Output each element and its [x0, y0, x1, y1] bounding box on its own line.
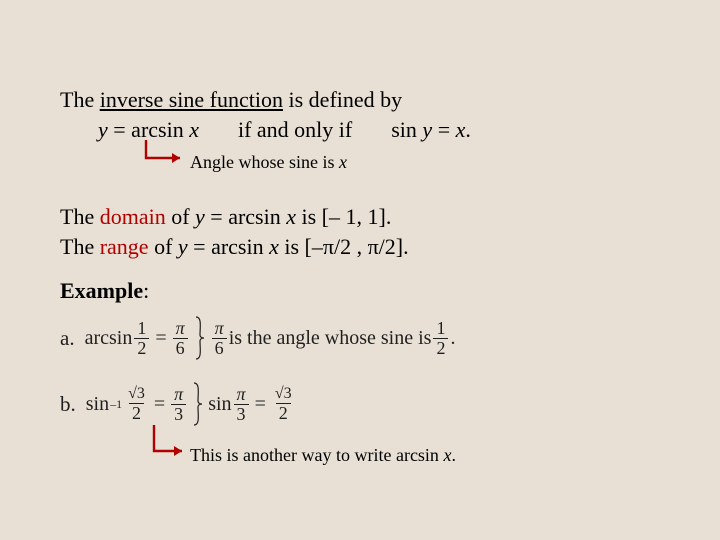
ex-a-lnum: 1 — [134, 319, 149, 338]
ex-b-lden: 2 — [129, 403, 144, 423]
note2-post: . — [451, 445, 456, 465]
def-term: inverse sine function — [100, 87, 283, 112]
eq-iff: if and only if — [238, 117, 352, 142]
ex-b-rden: 3 — [171, 404, 186, 424]
ex-a-label: a. — [60, 324, 75, 352]
ex-a-exppost: . — [450, 325, 455, 352]
ex-b-eden: 3 — [234, 404, 249, 424]
brace-icon — [192, 381, 204, 427]
ex-b-expval: √3 2 — [272, 386, 295, 423]
ex-b-rnum: π — [171, 385, 186, 404]
corner-arrow-icon — [150, 425, 192, 465]
slide-content: The inverse sine function is defined by … — [0, 0, 720, 477]
dom-y: y — [195, 204, 205, 229]
range-line: The range of y = arcsin x is [–π/2 , π/2… — [60, 232, 660, 262]
ex-a-lden: 2 — [134, 338, 149, 358]
example-heading-text: Example — [60, 278, 143, 303]
example-heading-colon: : — [143, 278, 149, 303]
ex-a-rhs-frac: π 6 — [173, 319, 188, 358]
ex-b-lnum: √3 — [125, 386, 148, 403]
rng-x: x — [269, 234, 279, 259]
annotation-2: This is another way to write arcsin x. — [60, 443, 660, 477]
dom-word: domain — [100, 204, 166, 229]
ex-a-eq: = — [155, 325, 166, 352]
rng-y: y — [178, 234, 188, 259]
ex-b-expfrac: π 3 — [234, 385, 249, 424]
ex-b-evden: 2 — [276, 403, 291, 423]
ex-a-exptext: is the angle whose sine is — [229, 325, 432, 352]
ex-b-label: b. — [60, 390, 76, 418]
rng-mid1: of — [149, 234, 178, 259]
ex-b-rhs-frac: π 3 — [171, 385, 186, 424]
example-b: b. sin–1 √3 2 = π 3 sin π 3 = √3 2 — [60, 381, 297, 427]
annotation-2-text: This is another way to write arcsin x. — [190, 443, 456, 467]
corner-arrow-icon — [142, 140, 190, 174]
note2-pre: This is another way to write arcsin — [190, 445, 443, 465]
ex-b-lhs-frac: √3 2 — [125, 386, 148, 423]
eq-rhs-mid: = — [432, 117, 455, 142]
dom-post: is [– 1, 1]. — [296, 204, 391, 229]
dom-mid1: of — [166, 204, 195, 229]
def-suffix: is defined by — [283, 87, 402, 112]
eq-rhs-y: y — [422, 117, 432, 142]
example-a: a. arcsin 1 2 = π 6 π 6 is the angle who… — [60, 315, 455, 361]
rng-pre: The — [60, 234, 100, 259]
dom-x: x — [286, 204, 296, 229]
examples-block: a. arcsin 1 2 = π 6 π 6 is the angle who… — [60, 315, 660, 441]
ex-b-sup: –1 — [110, 396, 122, 412]
ex-b-eq: = — [154, 391, 165, 418]
ex-a-word: arcsin — [85, 325, 133, 352]
note1-pre: Angle whose sine is — [190, 152, 339, 172]
ex-a-rden: 6 — [173, 338, 188, 358]
definition-line-1: The inverse sine function is defined by — [60, 85, 660, 115]
ex-a-eden: 6 — [212, 338, 227, 358]
ex-a-enum: π — [212, 319, 227, 338]
annotation-1-text: Angle whose sine is x — [190, 150, 347, 174]
dom-pre: The — [60, 204, 100, 229]
annotation-1: Angle whose sine is x — [60, 146, 660, 180]
rng-word: range — [100, 234, 149, 259]
eq-rhs-post: . — [465, 117, 471, 142]
domain-line: The domain of y = arcsin x is [– 1, 1]. — [60, 202, 660, 232]
ex-a-lhs-frac: 1 2 — [134, 319, 149, 358]
ex-b-enum: π — [234, 385, 249, 404]
def-prefix: The — [60, 87, 100, 112]
rng-post: is [–π/2 , π/2]. — [279, 234, 409, 259]
ex-a-expval: 1 2 — [433, 319, 448, 358]
ex-b-word: sin — [86, 391, 109, 418]
brace-icon — [194, 315, 206, 361]
eq-y: y — [98, 117, 108, 142]
example-heading: Example: — [60, 276, 660, 306]
eq-lhs-rest: = arcsin — [108, 117, 189, 142]
ex-b-expword: sin — [208, 391, 231, 418]
dom-mid2: = arcsin — [205, 204, 286, 229]
eq-rhs-x: x — [456, 117, 466, 142]
ex-b-expeq: = — [255, 391, 266, 418]
rng-mid2: = arcsin — [188, 234, 269, 259]
ex-a-evnum: 1 — [433, 319, 448, 338]
ex-a-evden: 2 — [433, 338, 448, 358]
ex-b-evnum: √3 — [272, 386, 295, 403]
eq-x1: x — [189, 117, 199, 142]
eq-rhs-pre: sin — [391, 117, 422, 142]
ex-a-rnum: π — [173, 319, 188, 338]
note1-var: x — [339, 152, 347, 172]
ex-a-expfrac: π 6 — [212, 319, 227, 358]
